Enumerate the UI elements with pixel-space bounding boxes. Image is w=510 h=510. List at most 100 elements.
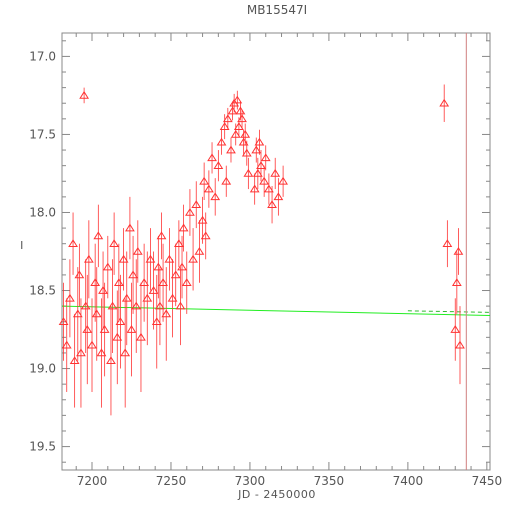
- y-tick-label: 18.0: [29, 205, 56, 219]
- data-point: [107, 259, 118, 353]
- data-point: [213, 150, 224, 182]
- triangle-marker: [260, 153, 271, 162]
- y-axis-title: I: [20, 239, 24, 252]
- triangle-marker: [72, 309, 83, 318]
- data-point: [453, 228, 464, 275]
- data-point: [260, 145, 271, 171]
- data-point: [148, 251, 159, 330]
- triangle-marker: [74, 270, 85, 279]
- triangle-marker: [254, 137, 265, 146]
- data-point: [200, 212, 211, 260]
- x-axis-ticks: [75, 33, 488, 470]
- data-point: [251, 137, 262, 163]
- data-point: [185, 189, 195, 236]
- data-point: [175, 267, 186, 346]
- triangle-marker: [90, 278, 101, 287]
- x-tick-label: 7300: [235, 474, 266, 488]
- data-point: [74, 243, 85, 307]
- x-tick-label: 7400: [393, 474, 424, 488]
- triangle-marker: [240, 129, 251, 138]
- data-point: [69, 313, 80, 408]
- triangle-marker: [161, 309, 172, 318]
- data-point: [167, 259, 178, 338]
- y-axis-tick-labels: 17.0 17.5 18.0 18.5 19.0 19.5: [29, 49, 56, 453]
- data-point: [158, 243, 168, 322]
- data-point: [79, 87, 90, 104]
- data-point: [102, 235, 113, 299]
- x-tick-label: 7200: [77, 474, 108, 488]
- triangle-marker: [278, 176, 289, 185]
- triangle-marker: [207, 153, 217, 162]
- data-point: [455, 306, 465, 385]
- data-point: [221, 165, 232, 197]
- triangle-marker: [175, 301, 186, 310]
- triangle-marker: [251, 145, 262, 154]
- data-point: [61, 298, 72, 392]
- data-point: [156, 212, 167, 260]
- triangle-marker: [106, 356, 116, 365]
- triangle-marker: [238, 137, 249, 146]
- triangle-marker: [115, 317, 126, 326]
- triangle-marker: [181, 278, 192, 287]
- triangle-marker: [76, 348, 86, 357]
- triangle-marker: [79, 90, 90, 99]
- triangle-marker: [80, 301, 91, 310]
- triangle-marker: [121, 293, 132, 302]
- triangle-marker: [233, 122, 244, 130]
- data-point: [442, 220, 453, 268]
- triangle-marker: [200, 231, 211, 240]
- y-tick-label: 19.0: [29, 362, 56, 376]
- triangle-marker: [96, 348, 107, 357]
- data-point: [82, 274, 93, 385]
- triangle-marker: [267, 200, 277, 208]
- x-tick-label: 7450: [472, 474, 503, 488]
- triangle-marker: [102, 262, 113, 271]
- data-point: [118, 228, 129, 291]
- x-axis-tick-labels: 7200 7250 7300 7350 7400 7450: [77, 474, 502, 488]
- triangle-marker: [93, 231, 104, 240]
- triangle-marker: [61, 340, 72, 349]
- data-point: [451, 251, 462, 314]
- triangle-marker: [139, 278, 150, 287]
- data-point: [106, 306, 116, 416]
- triangle-marker: [219, 122, 230, 130]
- triangle-marker: [99, 324, 110, 333]
- triangle-marker: [188, 254, 198, 263]
- x-tick-label: 7350: [314, 474, 345, 488]
- triangle-marker: [58, 317, 69, 326]
- data-point: [207, 142, 217, 174]
- triangle-marker: [64, 293, 75, 302]
- y-tick-label: 18.5: [29, 284, 56, 298]
- triangle-marker: [197, 215, 208, 224]
- triangle-marker: [82, 324, 93, 333]
- triangle-marker: [191, 200, 202, 208]
- data-point: [191, 181, 202, 229]
- triangle-marker: [213, 161, 224, 169]
- data-point: [155, 267, 165, 346]
- data-point: [203, 170, 214, 208]
- data-point: [72, 267, 83, 361]
- data-point: [98, 251, 108, 330]
- data-point: [68, 212, 78, 275]
- triangle-marker: [142, 293, 153, 302]
- data-point: [126, 282, 137, 377]
- triangle-marker: [263, 184, 274, 193]
- plot-area-frame: [61, 32, 491, 471]
- y-axis-ticks: [62, 40, 490, 463]
- data-point: [125, 196, 135, 260]
- data-point: [115, 274, 126, 369]
- triangle-marker: [270, 168, 281, 177]
- triangle-marker: [69, 356, 80, 365]
- data-point: [252, 157, 263, 190]
- data-point: [263, 173, 274, 205]
- chart-title: MB15547I: [247, 3, 307, 17]
- triangle-marker: [131, 301, 142, 310]
- data-point: [90, 243, 101, 322]
- triangle-marker: [112, 332, 123, 341]
- triangle-marker: [199, 176, 210, 185]
- data-point: [216, 129, 227, 155]
- triangle-marker: [453, 246, 464, 255]
- triangle-marker: [158, 278, 168, 287]
- data-point: [450, 298, 461, 361]
- triangle-marker: [442, 239, 453, 247]
